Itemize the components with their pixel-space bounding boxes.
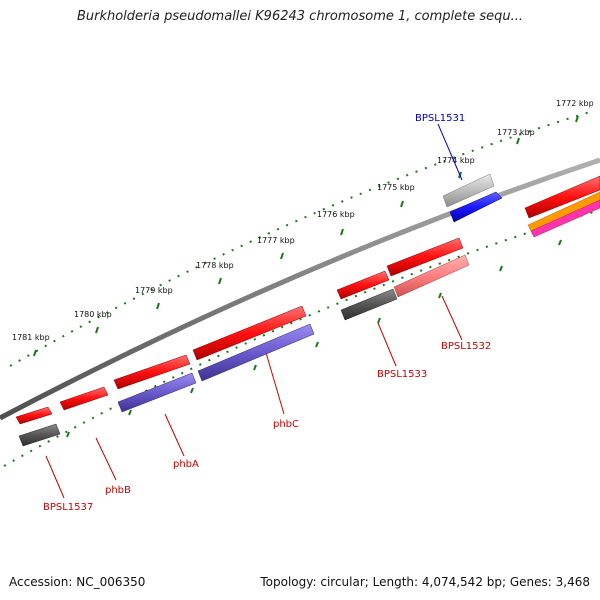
tick-label-1773: 1773 kbp (497, 128, 535, 137)
genome-summary-text: Topology: circular; Length: 4,074,542 bp… (260, 575, 590, 589)
ruler-minor-ticks (66, 239, 562, 438)
feature-cds-bpsl1537[interactable] (18, 423, 61, 447)
tick-label-1777: 1777 kbp (257, 236, 295, 245)
feature-arrow-phbb[interactable] (59, 386, 109, 411)
feature-cds-bpsl1531[interactable] (442, 173, 495, 208)
feature-arrow-phba[interactable] (113, 354, 191, 390)
feature-arrow-bpsl1532[interactable] (386, 237, 464, 277)
gene-label-phba[interactable]: phbA (173, 459, 199, 470)
gene-label-phbb[interactable]: phbB (105, 485, 131, 496)
gene-label-bpsl1533[interactable]: BPSL1533 (377, 369, 427, 380)
feature-arrow-bpsl1533[interactable] (336, 270, 390, 300)
tick-label-1775: 1775 kbp (377, 183, 415, 192)
accession-text: Accession: NC_006350 (9, 575, 146, 589)
feature-arrow-right-red[interactable] (524, 175, 600, 219)
feature-cds-phbc[interactable] (197, 323, 315, 382)
feature-cds-phba[interactable] (117, 372, 197, 413)
feature-cds-right-orange[interactable] (527, 191, 600, 234)
tick-label-1778: 1778 kbp (196, 261, 234, 270)
map-title: Burkholderia pseudomallei K96243 chromos… (76, 9, 524, 24)
gene-label-bpsl1537[interactable]: BPSL1537 (43, 502, 93, 513)
feature-arrow-phbc[interactable] (192, 305, 307, 361)
feature-cds-right-magenta[interactable] (530, 199, 600, 238)
tick-label-1779: 1779 kbp (135, 286, 173, 295)
tick-label-1776: 1776 kbp (317, 210, 355, 219)
tick-label-1780: 1780 kbp (74, 310, 112, 319)
gene-label-bpsl1532[interactable]: BPSL1532 (441, 341, 491, 352)
tick-label-1772: 1772 kbp (556, 99, 594, 108)
feature-cds-bpsl1533[interactable] (340, 288, 398, 321)
gene-label-phbc[interactable]: phbC (273, 419, 299, 430)
feature-cds-bpsl1532[interactable] (393, 254, 470, 298)
tick-label-1781: 1781 kbp (12, 333, 50, 342)
label-leader-lines (45, 123, 463, 499)
ruler-inner-arc (3, 209, 600, 467)
tick-label-1774: 1774 kbp (437, 156, 475, 165)
gene-label-bpsl1531[interactable]: BPSL1531 (415, 113, 465, 124)
ruler-major-ticks (33, 115, 579, 357)
feature-arrow-bpsl1531[interactable] (449, 191, 503, 223)
feature-arrow-bpsl1537-outer[interactable] (15, 406, 53, 425)
chromosome-backbone (0, 157, 600, 421)
